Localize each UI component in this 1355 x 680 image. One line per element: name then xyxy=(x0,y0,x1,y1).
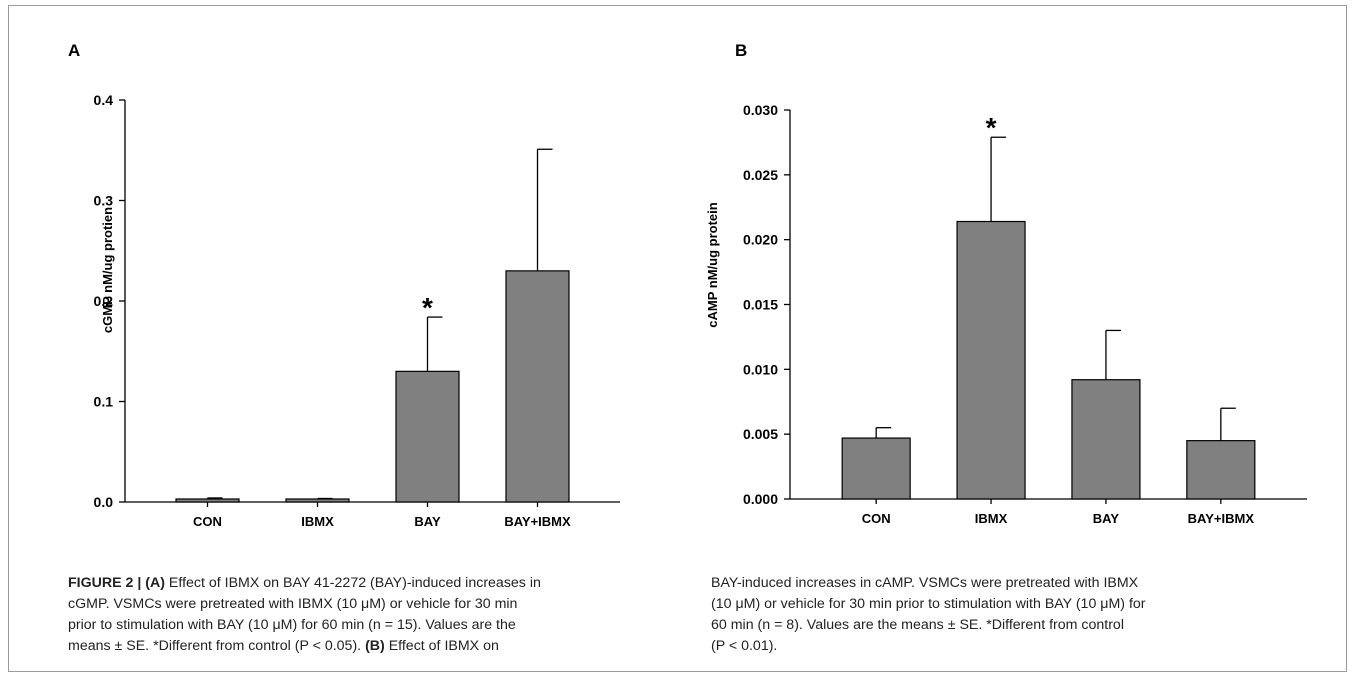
y-tick-label: 0.025 xyxy=(743,167,778,183)
caption-text-b: Effect of IBMX on xyxy=(384,638,499,654)
x-tick-label: BAY xyxy=(1093,511,1120,526)
y-tick-label: 0.2 xyxy=(94,293,114,309)
figure-frame xyxy=(8,5,1347,672)
y-tick-label: 0.015 xyxy=(743,297,778,313)
x-tick-label: IBMX xyxy=(975,511,1008,526)
x-tick-label: BAY xyxy=(414,514,441,529)
bar xyxy=(175,498,240,503)
y-tick-label: 0.020 xyxy=(743,232,778,248)
chart-b: 0.000 0.005 0.010 0.015 0.020 0.025 0.030 cAMP … xyxy=(705,102,1307,526)
significance-marker: * xyxy=(986,112,997,143)
y-tick-label: 0.005 xyxy=(743,426,778,442)
x-tick-label: CON xyxy=(862,511,891,526)
bar xyxy=(841,437,911,500)
x-tick-label: CON xyxy=(193,514,222,529)
significance-marker: * xyxy=(422,292,433,323)
y-tick-label: 0.3 xyxy=(94,193,114,209)
x-tick-label: BAY+IBMX xyxy=(1188,511,1255,526)
caption-left: FIGURE 2 | (A) Effect of IBMX on BAY 41-… xyxy=(68,573,678,657)
bar xyxy=(505,270,570,503)
y-tick-label: 0.1 xyxy=(94,394,114,410)
y-axis-label: cAMP nM/ug protein xyxy=(705,202,720,327)
y-tick-label: 0.030 xyxy=(743,102,778,118)
bar xyxy=(285,498,350,503)
bar xyxy=(956,220,1026,500)
panel-label-a: A xyxy=(68,41,81,60)
y-tick-label: 0.010 xyxy=(743,361,778,377)
bar xyxy=(1071,379,1141,500)
y-axis-label: cGMP nM/ug protien xyxy=(100,207,115,333)
chart-a: 0.0 0.1 0.2 0.3 0.4 cGMP nM/ug protien CON IBMX… xyxy=(94,92,620,529)
caption-text-a: Effect of IBMX on BAY 41-2272 (BAY)-indu… xyxy=(68,575,541,654)
y-tick-label: 0.4 xyxy=(94,92,114,108)
caption-bold-b: (B) xyxy=(365,638,385,654)
y-tick-label: 0.000 xyxy=(743,491,778,507)
bar xyxy=(1186,440,1256,500)
x-tick-label: BAY+IBMX xyxy=(504,514,571,529)
y-tick-label: 0.0 xyxy=(94,494,114,510)
x-tick-label: IBMX xyxy=(301,514,334,529)
caption-right: BAY-induced increases in cAMP. VSMCs wer… xyxy=(711,575,1146,654)
caption-bold-a: FIGURE 2 | (A) xyxy=(68,575,165,591)
panel-label-b: B xyxy=(735,41,748,60)
bar xyxy=(395,370,460,503)
